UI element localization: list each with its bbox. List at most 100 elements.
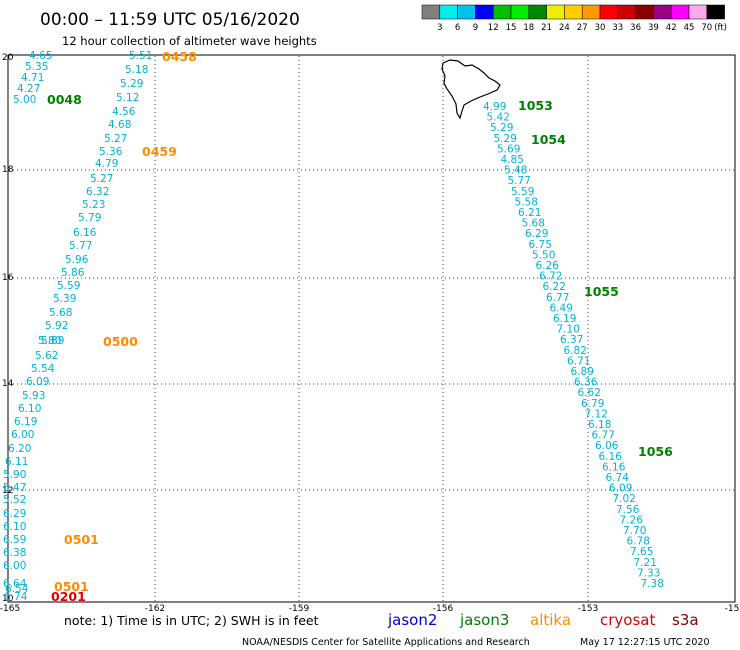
- wave-height-value: 5.90: [3, 469, 26, 481]
- wave-height-value: 6.22: [543, 281, 566, 293]
- colorbar-swatch: [599, 4, 619, 20]
- wave-height-value: 5.89: [41, 335, 64, 347]
- wave-height-value: 5.54: [31, 363, 55, 375]
- wave-height-value: 5.58: [515, 196, 538, 208]
- wave-height-value: 6.09: [609, 483, 632, 495]
- wave-height-value: 5.29: [494, 133, 517, 145]
- wave-height-value: 5.51: [129, 50, 152, 62]
- colorbar-label: 12: [488, 23, 499, 33]
- y-tick-label: 16: [2, 273, 14, 283]
- map-subtitle: 12 hour collection of altimeter wave hei…: [62, 34, 317, 48]
- colorbar-label: 70: [701, 23, 712, 33]
- wave-height-value: 5.77: [69, 240, 92, 252]
- wave-height-value: 6.74: [606, 472, 630, 484]
- colorbar-label: 45: [684, 23, 695, 33]
- wave-height-value: 6.32: [86, 186, 109, 198]
- colorbar-label: 27: [577, 23, 588, 33]
- wave-height-value: 6.49: [550, 302, 573, 314]
- colorbar-swatch: [457, 4, 476, 20]
- colorbar-label: 3: [437, 23, 442, 33]
- colorbar-swatch: [635, 4, 654, 20]
- wave-height-value: 5.77: [508, 175, 531, 187]
- wave-height-value: 6.78: [627, 536, 650, 548]
- wave-height-value: 6.82: [564, 345, 587, 357]
- wave-height-value: 5.48: [504, 165, 527, 177]
- wave-height-value: 6.77: [592, 430, 615, 442]
- wave-height-value: 5.35: [25, 61, 48, 73]
- colorbar-label: 39: [648, 23, 659, 33]
- wave-height-value: 5.62: [35, 350, 58, 362]
- wave-height-value: 6.77: [546, 292, 569, 304]
- y-tick-label: 14: [2, 379, 14, 389]
- wave-height-value: 5.27: [90, 173, 113, 185]
- wave-height-value: 5.92: [45, 320, 68, 332]
- wave-height-value: 5.47: [3, 482, 26, 494]
- colorbar-label: 24: [559, 23, 570, 33]
- colorbar-swatch: [475, 4, 494, 20]
- x-tick-label: -162: [145, 604, 165, 614]
- colorbar-swatch: [706, 4, 725, 20]
- wave-height-value: 6.19: [553, 313, 576, 325]
- wave-height-value: 6.59: [3, 534, 26, 546]
- footer-timestamp: May 17 12:27:15 UTC 2020: [580, 637, 709, 648]
- map-title: 00:00 – 11:59 UTC 05/16/2020: [40, 10, 300, 30]
- x-axis-ticks: -165 -162 -159 -156 -153 -15: [0, 604, 739, 614]
- legend-jason3: jason3: [459, 611, 509, 629]
- wave-height-value: 6.20: [8, 443, 31, 455]
- wave-height-value: 6.10: [3, 521, 26, 533]
- wave-height-value: 6.26: [536, 260, 560, 272]
- colorbar-label: 18: [523, 23, 534, 33]
- wave-height-value: 5.86: [61, 267, 85, 279]
- wave-height-value: 5.68: [49, 307, 72, 319]
- colorbar-label: 42: [666, 23, 677, 33]
- wave-height-value: 6.16: [73, 227, 97, 239]
- colorbar-unit: (ft): [714, 23, 727, 33]
- colorbar-swatch: [670, 4, 690, 20]
- wave-height-value: 6.64: [3, 578, 27, 590]
- wave-height-value: 7.33: [637, 567, 660, 579]
- wave-height-value: 5.93: [22, 390, 45, 402]
- wave-height-value: 5.50: [532, 249, 555, 261]
- x-tick-label: -159: [289, 604, 310, 614]
- wave-height-value: 5.80: [38, 335, 61, 347]
- pass-time-label: 0501: [64, 532, 99, 547]
- colorbar-swatch: [564, 4, 583, 20]
- wave-height-value: 4.56: [112, 106, 136, 118]
- x-tick-label: -153: [578, 604, 598, 614]
- wave-height-value: 4.27: [17, 83, 40, 95]
- y-tick-label: 12: [2, 486, 13, 496]
- legend-note: note: 1) Time is in UTC; 2) SWH is in fe…: [64, 613, 319, 628]
- colorbar-swatch: [421, 4, 441, 20]
- wave-height-value: 5.36: [99, 146, 123, 158]
- wave-height-value: 6.16: [602, 461, 626, 473]
- y-tick-label: 18: [2, 165, 14, 175]
- legend-altika: altika: [530, 611, 571, 629]
- colorbar-label: 21: [541, 23, 552, 33]
- pass-time-label: 0500: [103, 334, 138, 349]
- wave-height-value: 7.38: [641, 578, 664, 590]
- wave-height-value: 5.00: [13, 94, 36, 106]
- pass-time-label: 1056: [638, 444, 673, 459]
- wave-height-value: 5.39: [53, 293, 76, 305]
- y-tick-label: 10: [2, 594, 14, 604]
- wave-height-value: 5.59: [511, 186, 534, 198]
- map-grid: [9, 56, 734, 601]
- legend-jason2: jason2: [387, 611, 437, 629]
- wave-height-value: 5.29: [490, 122, 513, 134]
- wave-height-value: 5.96: [65, 254, 89, 266]
- wave-height-value: 6.10: [18, 403, 41, 415]
- colorbar: 3 6 9 12 15 18 21 24 27 30 33 36 39 42 45 70 (ft): [421, 4, 727, 33]
- colorbar-swatch: [528, 4, 547, 20]
- pass-time-label: 0201: [51, 589, 86, 604]
- wave-height-value: 6.37: [560, 334, 583, 346]
- wave-height-value: 7.70: [623, 525, 646, 537]
- wave-height-value: 6.09: [26, 376, 49, 388]
- colorbar-swatch: [439, 4, 458, 20]
- wave-height-value: 4.65: [29, 50, 52, 62]
- wave-height-value: 6.11: [5, 456, 28, 468]
- wave-height-value: 6.74: [4, 591, 28, 603]
- wave-height-value: 6.00: [11, 429, 34, 441]
- wave-height-value: 7.21: [634, 557, 657, 569]
- wave-height-value: 7.10: [557, 324, 580, 336]
